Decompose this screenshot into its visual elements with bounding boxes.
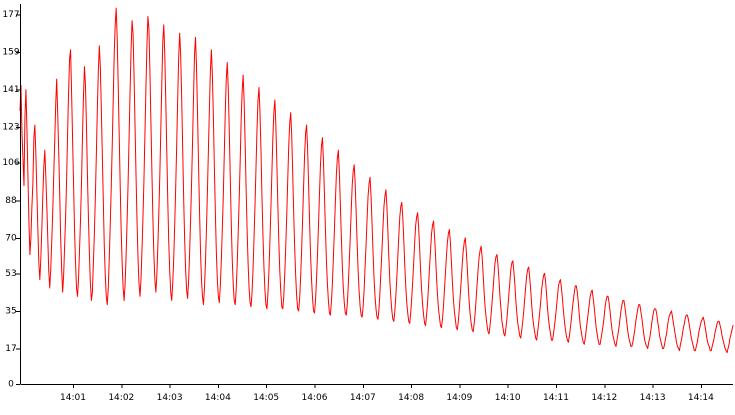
y-tick-label: 159	[2, 48, 19, 58]
y-tick-label: 88	[5, 196, 17, 206]
y-tick-label: 70	[5, 233, 17, 243]
x-tick-label: 14:11	[543, 393, 569, 403]
y-tick-label: 177	[2, 10, 19, 20]
x-tick-label: 14:13	[640, 393, 666, 403]
x-tick-label: 14:02	[108, 393, 134, 403]
series-line-0	[19, 7, 734, 354]
x-tick-label: 14:05	[253, 393, 279, 403]
y-tick-label: 35	[5, 306, 16, 316]
x-tick-label: 14:12	[591, 393, 617, 403]
x-tick-label: 14:01	[60, 393, 86, 403]
y-axis-ticks: 0 17 35 53 70 88 106 123 141 159 177	[2, 10, 20, 390]
x-axis-ticks: 14:01 14:02 14:03 14:04 14:05 14:06 14:07 14:08…	[60, 384, 714, 403]
axis-layer	[20, 4, 733, 385]
y-tick-label: 123	[2, 123, 19, 133]
x-tick-label: 14:14	[688, 393, 714, 403]
y-tick-label: 53	[5, 269, 16, 279]
y-tick-label: 141	[2, 85, 19, 95]
x-tick-label: 14:08	[398, 393, 424, 403]
y-tick-label: 17	[5, 344, 16, 354]
x-tick-label: 14:03	[157, 393, 183, 403]
y-tick-label: 0	[8, 380, 14, 390]
x-tick-label: 14:04	[205, 393, 231, 403]
x-tick-label: 14:10	[495, 393, 521, 403]
x-tick-label: 14:09	[446, 393, 472, 403]
x-tick-label: 14:06	[302, 393, 328, 403]
x-tick-label: 14:07	[350, 393, 376, 403]
y-tick-label: 106	[2, 158, 19, 168]
series-layer	[19, 7, 734, 354]
